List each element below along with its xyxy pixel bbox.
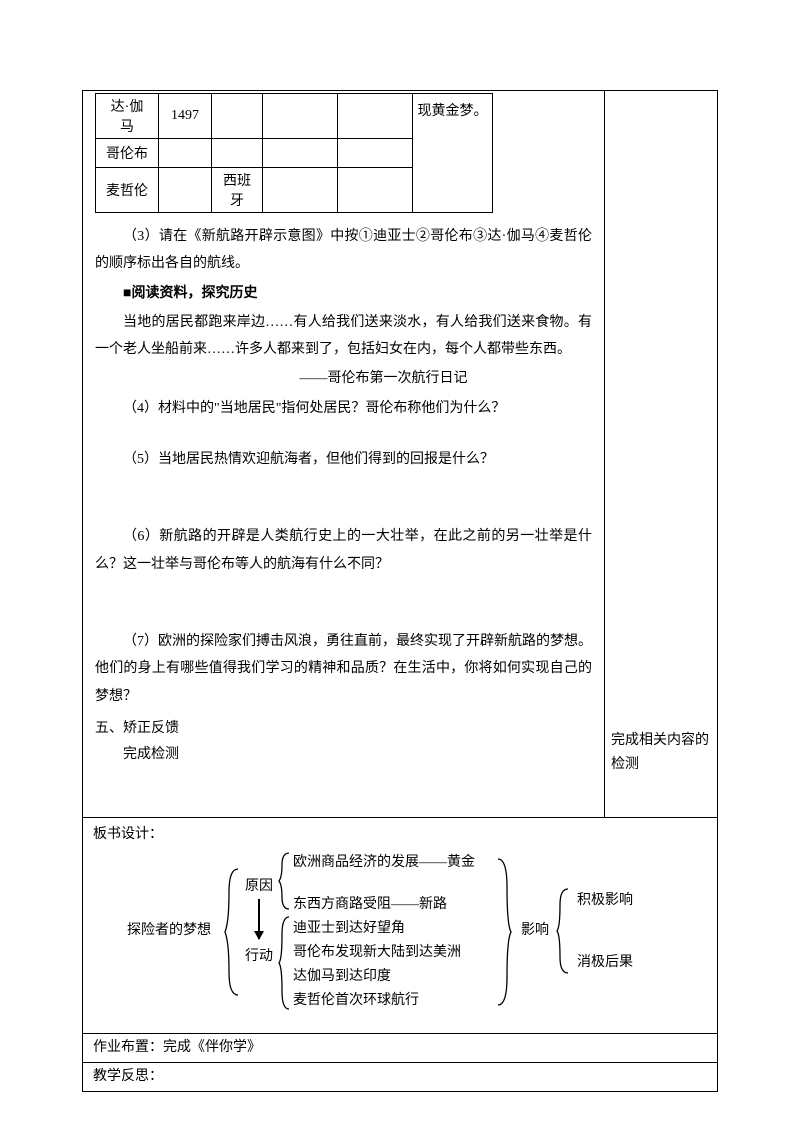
cell-goal: 现黄金梦。 bbox=[413, 94, 493, 213]
cell bbox=[263, 94, 338, 139]
diagram-root: 探险者的梦想 bbox=[127, 921, 211, 941]
cell bbox=[159, 168, 212, 213]
cell: 西班 牙 bbox=[212, 168, 263, 213]
diagram-cause-label: 原因 bbox=[245, 877, 273, 897]
diagram-action-1: 迪亚士到达好望角 bbox=[293, 919, 405, 939]
board-title: 板书设计： bbox=[93, 822, 707, 847]
section-header-read: ■阅读资料，探究历史 bbox=[95, 280, 592, 307]
brace-right-icon bbox=[495, 857, 513, 1007]
side-column: 完成相关内容的检测 bbox=[605, 91, 717, 817]
main-content-column: 达·伽 马 1497 现黄金梦。 哥伦布 bbox=[83, 91, 605, 817]
diagram-cause-1: 欧洲商品经济的发展——黄金 bbox=[293, 853, 475, 873]
cell-year: 1497 bbox=[159, 94, 212, 139]
homework-row: 作业布置：完成《伴你学》 bbox=[83, 1034, 717, 1063]
question-3: （3）请在《新航路开辟示意图》中按①迪亚士②哥伦布③达·伽马④麦哲伦的顺序标出各… bbox=[95, 223, 592, 278]
diagram-impact-pos: 积极影响 bbox=[577, 891, 633, 911]
diagram-action-3: 达伽马到达印度 bbox=[293, 967, 391, 987]
quote-text: 当地的居民都跑来岸边……有人给我们送来淡水，有人给我们送来食物。有一个老人坐船前… bbox=[95, 309, 592, 364]
board-design-row: 板书设计： 探险者的梦想 原因 欧洲商品经济的发展——黄金 东西方商路受阻——新… bbox=[83, 818, 717, 1034]
question-6: （6）新航路的开辟是人类航行史上的一大壮举，在此之前的另一壮举是什么？这一壮举与… bbox=[95, 523, 592, 578]
cell bbox=[263, 139, 338, 168]
diagram-action-label: 行动 bbox=[245, 947, 273, 967]
quote-source: ——哥伦布第一次航行日记 bbox=[175, 365, 592, 392]
cell bbox=[338, 168, 413, 213]
explorers-table: 达·伽 马 1497 现黄金梦。 哥伦布 bbox=[95, 93, 493, 213]
cell-name: 哥伦布 bbox=[96, 139, 159, 168]
brace-icon bbox=[277, 851, 291, 911]
cell-name: 达·伽 马 bbox=[96, 94, 159, 139]
reflection-row: 教学反思： bbox=[83, 1063, 717, 1091]
cell bbox=[338, 139, 413, 168]
document-frame: 达·伽 马 1497 现黄金梦。 哥伦布 bbox=[82, 90, 718, 1092]
diagram-impact-label: 影响 bbox=[521, 921, 549, 941]
main-row: 达·伽 马 1497 现黄金梦。 哥伦布 bbox=[83, 91, 717, 818]
arrow-down-icon bbox=[258, 899, 260, 939]
board-diagram: 探险者的梦想 原因 欧洲商品经济的发展——黄金 东西方商路受阻——新路 行动 bbox=[93, 849, 705, 1023]
cell-name: 麦哲伦 bbox=[96, 168, 159, 213]
cell bbox=[263, 168, 338, 213]
section-five-body: 完成检测 bbox=[95, 742, 592, 769]
brace-icon bbox=[223, 867, 241, 997]
diagram-impact-neg: 消极后果 bbox=[577, 953, 633, 973]
section-five: 五、矫正反馈 完成检测 bbox=[95, 716, 592, 769]
brace-icon bbox=[555, 887, 571, 975]
side-note: 完成相关内容的检测 bbox=[611, 729, 711, 777]
cell bbox=[212, 94, 263, 139]
table-row: 达·伽 马 1497 现黄金梦。 bbox=[96, 94, 493, 139]
cell bbox=[212, 139, 263, 168]
cell bbox=[338, 94, 413, 139]
diagram-action-2: 哥伦布发现新大陆到达美洲 bbox=[293, 943, 461, 963]
diagram-action-4: 麦哲伦首次环球航行 bbox=[293, 991, 419, 1011]
question-4: （4）材料中的"当地居民"指何处居民？哥伦布称他们为什么？ bbox=[95, 395, 592, 422]
section-five-title: 五、矫正反馈 bbox=[95, 716, 592, 743]
brace-icon bbox=[277, 915, 291, 1011]
diagram-cause-2: 东西方商路受阻——新路 bbox=[293, 895, 447, 915]
question-7: （7）欧洲的探险家们搏击风浪，勇往直前，最终实现了开辟新航路的梦想。他们的身上有… bbox=[95, 628, 592, 710]
question-5: （5）当地居民热情欢迎航海者，但他们得到的回报是什么？ bbox=[95, 446, 592, 473]
cell bbox=[159, 139, 212, 168]
